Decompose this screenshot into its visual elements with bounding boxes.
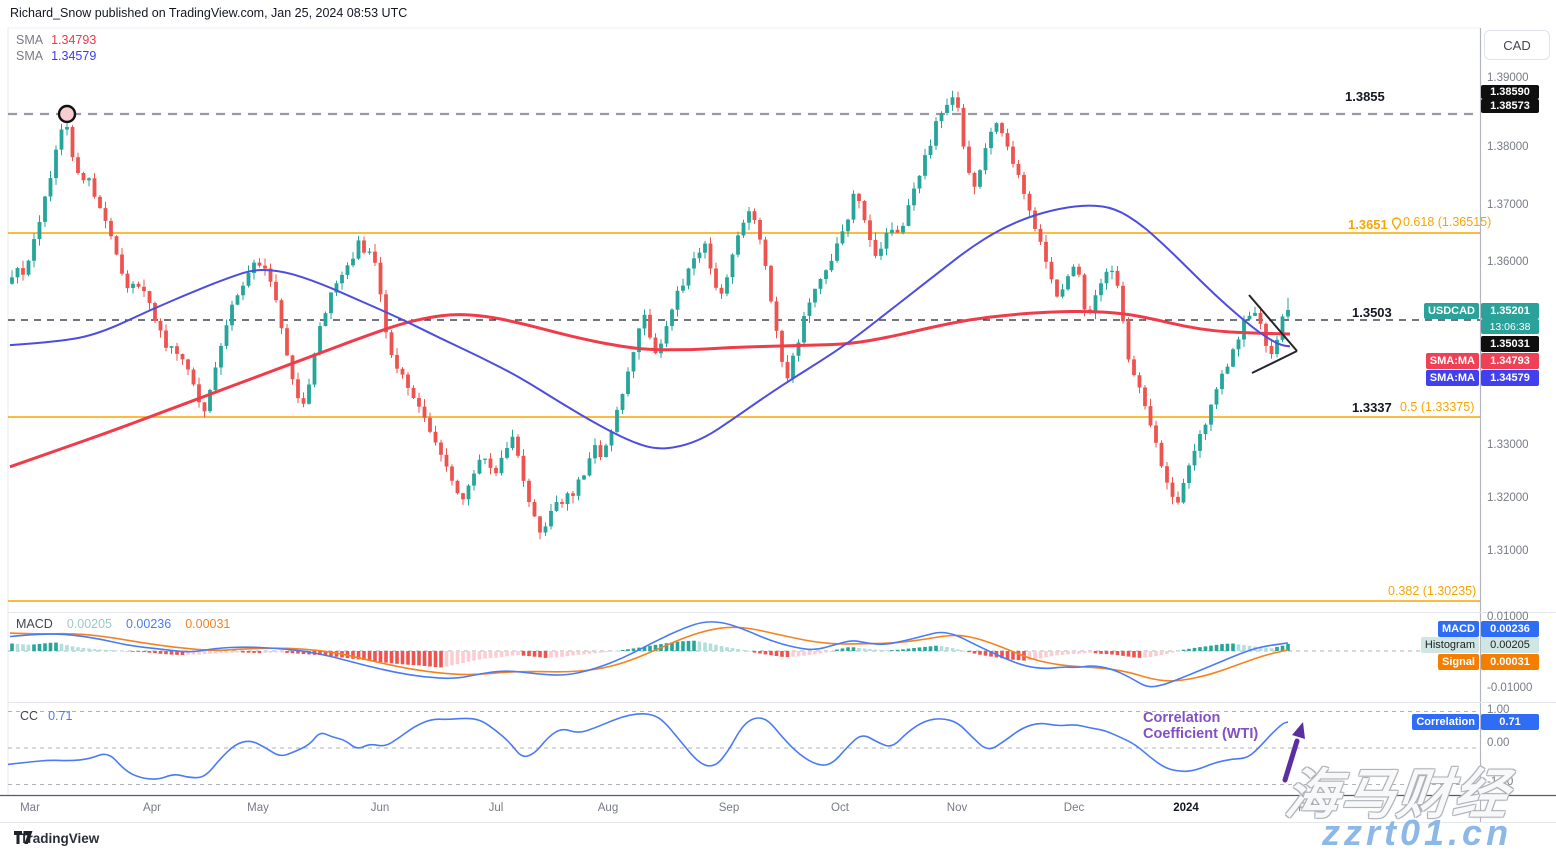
macd-tick-label: -0.01000: [1487, 682, 1533, 694]
macd-title: MACD: [16, 617, 53, 631]
price-tick-label: 1.37000: [1487, 199, 1529, 211]
cc-tick-label: 0.00: [1487, 737, 1510, 749]
price-tick-label: 1.39000: [1487, 72, 1529, 84]
month-tick-label: Nov: [946, 802, 968, 814]
histogram-name-badge[interactable]: Histogram: [1420, 637, 1479, 653]
last-price-badge[interactable]: 1.35201: [1481, 303, 1539, 319]
price-tick-label: 1.33000: [1487, 439, 1529, 451]
macd-name-badge[interactable]: MACD: [1438, 621, 1479, 637]
sma-legend-row-2[interactable]: SMA 1.34579: [16, 49, 96, 63]
cc-tick-label: 1.00: [1487, 704, 1510, 716]
month-tick-label: Jul: [488, 802, 504, 814]
month-tick-label: Apr: [143, 802, 161, 814]
month-tick-label: Feb: [1298, 802, 1318, 814]
price-tick-label: 1.38000: [1487, 141, 1529, 153]
month-tick-label: Mar: [1405, 802, 1425, 814]
symbol-badge[interactable]: USDCAD: [1423, 303, 1479, 319]
level-label-1-3337: 1.3337: [1352, 400, 1392, 415]
sma-red-value-badge: 1.34793: [1481, 353, 1539, 369]
cc-legend[interactable]: CC 0.71: [20, 709, 72, 723]
prev-close-badge: 1.35031: [1481, 336, 1539, 352]
high-price-badge-2: 1.38573: [1481, 99, 1539, 113]
sma-legend-row-1[interactable]: SMA 1.34793: [16, 33, 96, 47]
cc-title: CC: [20, 709, 39, 723]
month-tick-label: Dec: [1063, 802, 1085, 814]
correlation-name-badge[interactable]: Correlation: [1412, 714, 1479, 730]
macd-line-value: 0.00236: [126, 617, 172, 631]
fib-618-label[interactable]: 0.618 (1.36515): [1403, 215, 1492, 229]
month-tick-label: May: [247, 802, 269, 814]
bar-countdown-badge: 13:06:38: [1481, 319, 1539, 334]
histogram-value-badge: 0.00205: [1481, 637, 1539, 653]
month-tick-label: Oct: [831, 802, 849, 814]
signal-value-badge: 0.00031: [1481, 654, 1539, 670]
correlation-value-badge: 0.71: [1481, 714, 1539, 730]
sma2-label: SMA: [16, 49, 44, 63]
tradingview-logo-text: TradingView: [20, 831, 100, 846]
cc-value: 0.71: [48, 709, 73, 723]
sma2-value: 1.34579: [51, 49, 97, 63]
correlation-annotation-line2: Coefficient (WTI): [1143, 726, 1259, 742]
macd-legend[interactable]: MACD 0.00205 0.00236 0.00031: [16, 617, 230, 631]
correlation-annotation: Correlation Coefficient (WTI): [1143, 710, 1258, 742]
watermark-url: zzrt01.cn: [1322, 812, 1513, 853]
currency-button[interactable]: CAD: [1484, 30, 1550, 60]
tradingview-logo[interactable]: TradingView: [14, 831, 99, 846]
month-tick-label: Mar: [20, 802, 40, 814]
macd-hist-value: 0.00205: [66, 617, 112, 631]
publish-attribution: Richard_Snow published on TradingView.co…: [10, 6, 408, 20]
sma-red-name-badge[interactable]: SMA:MA: [1425, 353, 1479, 369]
month-tick-label: Sep: [718, 802, 740, 814]
macd-signal-value: 0.00031: [185, 617, 231, 631]
month-tick-label: 2024: [1173, 802, 1199, 814]
fib-50-label[interactable]: 0.5 (1.33375): [1400, 400, 1475, 414]
level-label-1-3651: 1.3651: [1348, 217, 1388, 232]
macd-tick-label: 0.01000: [1487, 611, 1529, 623]
month-tick-label: Jun: [370, 802, 390, 814]
sma-blue-name-badge[interactable]: SMA:MA: [1425, 370, 1479, 386]
sma1-value: 1.34793: [51, 33, 97, 47]
level-label-1-3503: 1.3503: [1352, 305, 1392, 320]
cc-tick-label: -1.00: [1487, 776, 1514, 788]
price-tick-label: 1.31000: [1487, 545, 1529, 557]
month-tick-label: Aug: [597, 802, 619, 814]
signal-name-badge[interactable]: Signal: [1437, 654, 1479, 670]
level-label-1-3855: 1.3855: [1345, 89, 1385, 104]
sma1-label: SMA: [16, 33, 44, 47]
correlation-annotation-line1: Correlation: [1143, 710, 1221, 726]
high-price-badge-1: 1.38590: [1481, 85, 1539, 99]
price-tick-label: 1.32000: [1487, 492, 1529, 504]
price-tick-label: 1.36000: [1487, 256, 1529, 268]
macd-value-badge: 0.00236: [1481, 621, 1539, 637]
fib-382-label[interactable]: 0.382 (1.30235): [1388, 584, 1477, 598]
sma-blue-value-badge: 1.34579: [1481, 370, 1539, 386]
